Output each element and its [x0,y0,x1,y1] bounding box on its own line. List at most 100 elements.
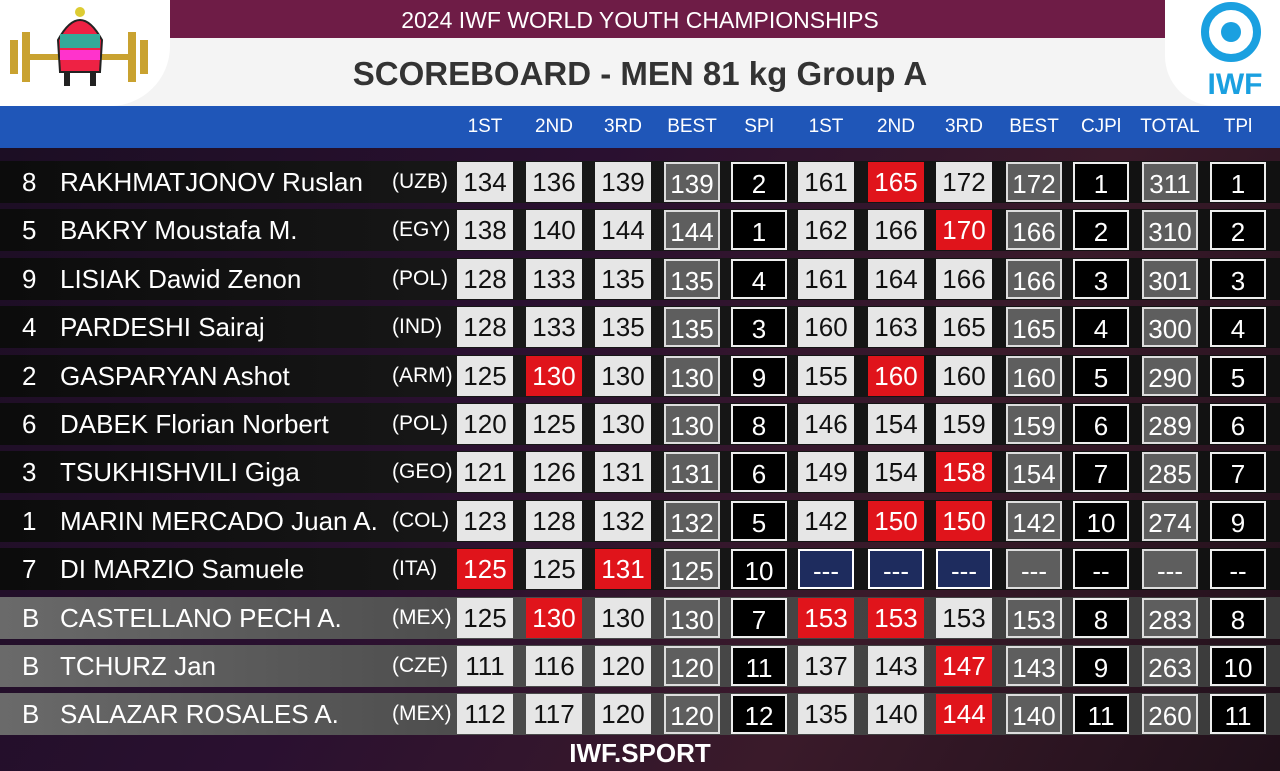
lift-cell: 130 [526,355,582,396]
lift-cell: 132 [595,500,651,541]
lift-cell: 133 [526,258,582,299]
rank-cell: 8 [731,404,787,444]
column-header: 3RD [944,116,983,137]
best-cell: 165 [1006,307,1062,348]
lot-number: 5 [22,215,37,246]
best-cell: 154 [1006,452,1062,493]
lift-cell: --- [936,549,992,590]
athlete-name: TCHURZ Jan [60,651,217,681]
rank-cell: 11 [731,646,787,686]
best-cell: 290 [1142,355,1198,396]
best-cell: 263 [1142,646,1198,686]
lift-cell: 158 [936,452,992,493]
lift-cell: 130 [595,404,651,444]
event-logo [0,0,170,106]
lift-cell: 172 [936,162,992,202]
lift-cell: 128 [457,258,513,299]
lift-cell: 130 [526,597,582,638]
best-cell: 132 [664,500,720,541]
nation: (ARM) [392,363,453,387]
nation: (GEO) [392,460,453,484]
nation: (CZE) [392,654,448,677]
best-cell: 300 [1142,307,1198,348]
best-cell: 131 [664,452,720,493]
column-header: TOTAL [1140,116,1200,137]
best-cell: 144 [664,210,720,251]
lot-number: 9 [22,263,37,294]
rank-cell: -- [1073,549,1129,590]
rank-cell: 1 [1210,162,1266,202]
lift-cell: 166 [868,210,924,251]
lift-cell: 138 [457,210,513,251]
best-cell: 135 [664,307,720,348]
best-cell: 311 [1142,162,1198,202]
best-cell: 125 [664,549,720,590]
rank-cell: 9 [731,355,787,396]
rank-cell: 10 [1073,500,1129,541]
best-cell: --- [1142,549,1198,590]
lift-cell: 139 [595,162,651,202]
best-cell: 289 [1142,404,1198,444]
best-cell: 135 [664,258,720,299]
nation: (UZB) [392,170,448,193]
lift-cell: --- [798,549,854,590]
column-header: SPl [744,116,774,137]
lift-cell: 166 [936,258,992,299]
nation: (ITA) [392,557,438,581]
lift-cell: 128 [526,500,582,541]
best-cell: 310 [1142,210,1198,251]
column-header: 2ND [876,116,915,137]
lot-number: 4 [22,312,37,343]
lift-cell: 153 [936,597,992,638]
column-header: CJPl [1080,116,1122,137]
rank-cell: 5 [731,500,787,541]
athlete-name: PARDESHI Sairaj [60,312,265,343]
athlete-name: SALAZAR ROSALES A. [60,699,339,730]
best-cell: 166 [1006,210,1062,251]
lift-cell: 140 [526,210,582,251]
lift-cell: 159 [936,404,992,444]
lift-cell: 154 [868,404,924,444]
lift-cell: 130 [595,597,651,638]
logo-art [10,7,148,86]
best-cell: 159 [1006,404,1062,444]
lift-cell: 130 [595,355,651,396]
column-header-bar [0,106,1280,148]
column-header: 3RD [603,116,642,137]
rank-cell: 1 [1073,162,1129,202]
lift-cell: 136 [526,162,582,202]
rank-cell: 6 [1073,404,1129,444]
rank-cell: 6 [1210,404,1266,444]
lift-cell: --- [868,549,924,590]
best-cell: 153 [1006,597,1062,638]
lift-cell: 125 [457,549,513,590]
lift-cell: 125 [526,404,582,444]
nation: (IND) [392,315,443,339]
lift-cell: 162 [798,210,854,251]
column-header: 2ND [534,116,573,137]
rank-cell: 3 [731,307,787,348]
column-header: 1ST [467,116,503,137]
nation: (MEX) [392,702,452,726]
nation: (COL) [392,508,450,532]
best-cell: 143 [1006,646,1062,686]
athlete-name: RAKHMATJONOV Ruslan [60,167,363,197]
athlete-name: DABEK Florian Norbert [60,409,329,439]
best-cell: 142 [1006,500,1062,541]
rank-cell: 9 [1073,646,1129,686]
lift-cell: 150 [868,500,924,541]
lot-number: 2 [22,360,37,391]
rank-cell: 3 [1073,258,1129,299]
best-cell: --- [1006,549,1062,590]
lift-cell: 142 [798,500,854,541]
best-cell: 260 [1142,694,1198,735]
lot-number: 1 [22,505,37,536]
lift-cell: 144 [936,694,992,735]
rank-cell: 5 [1210,355,1266,396]
athlete-name: CASTELLANO PECH A. [60,602,342,633]
athlete-name: GASPARYAN Ashot [60,360,290,391]
nation: (POL) [392,412,449,435]
athlete-name: TSUKHISHVILI Giga [60,457,300,488]
best-cell: 140 [1006,694,1062,735]
best-cell: 130 [664,404,720,444]
